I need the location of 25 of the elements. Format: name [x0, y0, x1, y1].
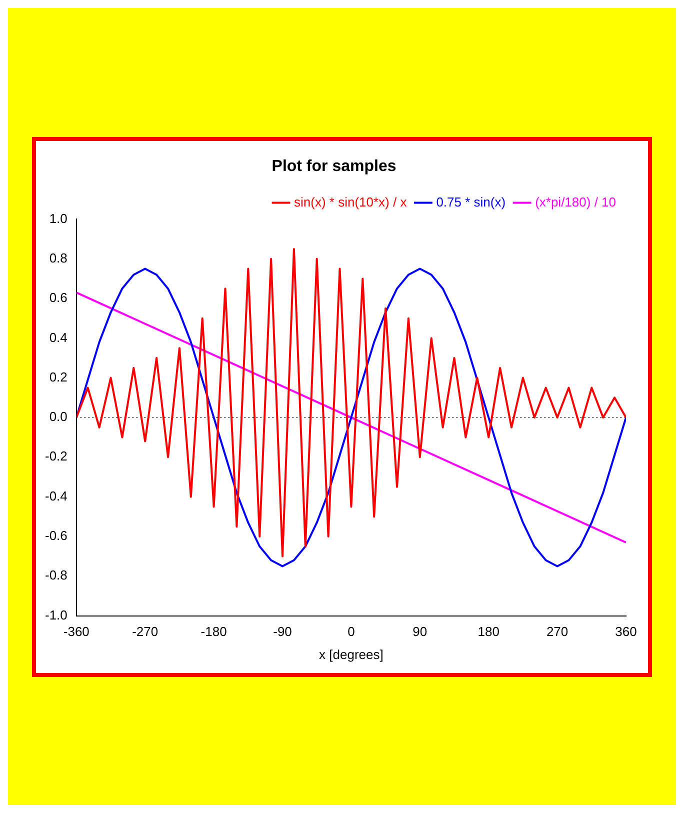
y-tick-label: 1.0: [49, 210, 68, 226]
y-tick-label: 0.8: [49, 250, 68, 265]
y-tick-label: 0.0: [49, 408, 68, 424]
legend-label: sin(x) * sin(10*x) / x: [294, 194, 408, 209]
legend-label: (x*pi/180) / 10: [535, 194, 616, 209]
x-tick-label: 90: [412, 624, 428, 639]
x-tick-label: 360: [615, 624, 637, 639]
y-tick-label: -0.4: [44, 488, 68, 503]
chart-title: Plot for samples: [272, 158, 396, 175]
y-tick-label: -0.8: [44, 567, 68, 582]
y-tick-label: 0.2: [49, 368, 68, 384]
x-tick-label: 0: [348, 624, 355, 639]
y-tick-label: 0.4: [49, 329, 68, 344]
x-tick-label: -90: [273, 624, 292, 639]
y-tick-label: -0.6: [44, 528, 68, 543]
legend-label: 0.75 * sin(x): [436, 194, 506, 209]
y-tick-label: 0.6: [49, 290, 68, 305]
y-tick-label: -0.2: [44, 448, 68, 464]
x-tick-label: -360: [63, 624, 90, 639]
x-tick-label: -270: [132, 624, 158, 639]
y-tick-label: -1.0: [44, 606, 68, 622]
x-tick-label: 270: [546, 624, 568, 639]
x-tick-label: -180: [200, 624, 227, 639]
x-tick-label: 180: [478, 624, 500, 639]
x-axis-title: x [degrees]: [319, 646, 384, 662]
